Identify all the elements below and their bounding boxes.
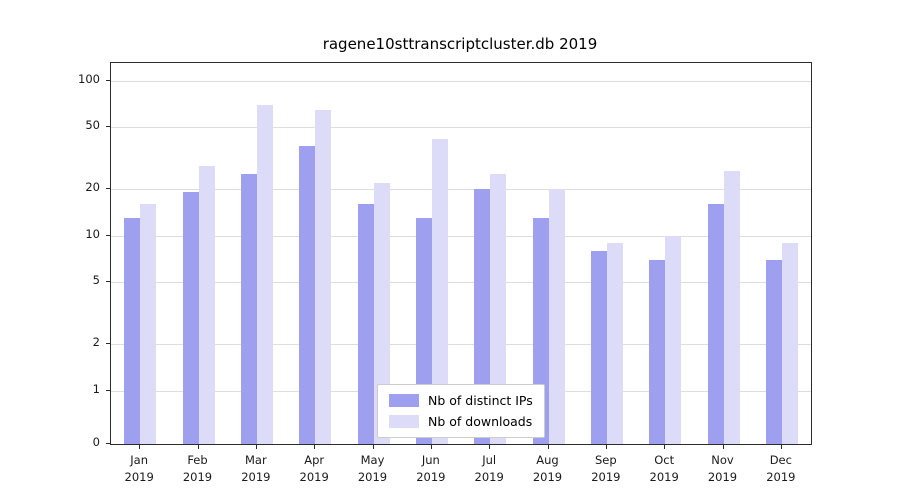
- bar-distinct-ips: [474, 189, 491, 444]
- x-tick-label: Jun 2019: [416, 453, 446, 485]
- y-tick-mark: [106, 281, 110, 283]
- x-tick-label: May 2019: [357, 453, 388, 485]
- y-tick-mark: [106, 343, 110, 344]
- y-tick-label: 1: [92, 381, 100, 396]
- bar-downloads: [256, 104, 273, 444]
- x-tick-mark: [664, 445, 666, 449]
- x-tick-mark: [255, 445, 257, 449]
- y-tick-mark: [106, 79, 110, 81]
- x-tick-mark: [197, 445, 199, 449]
- x-tick-label: Jul 2019: [474, 453, 504, 485]
- bar-distinct-ips: [124, 218, 141, 444]
- y-tick-mark: [106, 443, 110, 444]
- y-tick-mark: [106, 126, 110, 128]
- bar-distinct-ips: [765, 259, 782, 444]
- bar-downloads: [140, 204, 157, 444]
- y-tick-label: 5: [92, 273, 100, 288]
- x-tick-label: Dec 2019: [766, 453, 796, 485]
- bar-downloads: [431, 139, 448, 444]
- y-tick-label: 0: [92, 435, 100, 449]
- y-tick-label: 2: [92, 335, 100, 349]
- y-tick-label: 50: [85, 118, 100, 133]
- bar-downloads: [781, 242, 798, 444]
- y-tick-mark: [106, 188, 110, 189]
- y-gridline: [111, 344, 811, 345]
- x-tick-mark: [605, 445, 607, 449]
- bar-distinct-ips: [707, 204, 724, 444]
- y-tick-label: 100: [78, 71, 100, 86]
- y-gridline: [111, 189, 811, 190]
- bar-distinct-ips: [182, 192, 199, 444]
- bar-distinct-ips: [299, 145, 316, 444]
- bar-downloads: [548, 189, 565, 444]
- x-tick-label: Sep 2019: [591, 453, 621, 485]
- y-tick-label: 10: [85, 226, 100, 241]
- x-tick-label: Mar 2019: [241, 453, 271, 485]
- y-gridline: [111, 127, 811, 129]
- bar-downloads: [723, 171, 740, 444]
- x-tick-label: Oct 2019: [649, 453, 679, 485]
- bar-downloads: [490, 173, 507, 444]
- bar-downloads: [198, 166, 215, 444]
- x-tick-label: Nov 2019: [707, 453, 738, 485]
- bar-downloads: [373, 182, 390, 444]
- legend-item-downloads: Nb of downloads: [389, 414, 533, 429]
- x-tick-mark: [372, 445, 374, 449]
- x-tick-label: Aug 2019: [532, 453, 563, 485]
- bar-downloads: [315, 109, 332, 444]
- x-tick-mark: [547, 445, 549, 449]
- bar-distinct-ips: [240, 173, 257, 444]
- x-tick-mark: [314, 445, 316, 449]
- legend-label-distinct-ips: Nb of distinct IPs: [428, 393, 533, 408]
- legend: Nb of distinct IPs Nb of downloads: [377, 384, 545, 438]
- y-gridline: [111, 282, 811, 284]
- legend-swatch-distinct-ips: [389, 394, 419, 407]
- y-gridline: [111, 235, 811, 237]
- bar-distinct-ips: [590, 250, 607, 444]
- bar-downloads: [606, 242, 623, 444]
- bar-downloads: [665, 235, 682, 444]
- plot-area: Nb of distinct IPs Nb of downloads: [110, 62, 812, 445]
- bar-distinct-ips: [357, 204, 374, 444]
- x-tick-label: Jan 2019: [124, 453, 154, 485]
- y-tick-label: 20: [85, 180, 100, 194]
- x-tick-mark: [722, 445, 724, 449]
- x-tick-mark: [139, 445, 141, 449]
- chart-title: ragene10sttranscriptcluster.db 2019: [322, 35, 598, 53]
- y-tick-mark: [106, 234, 110, 236]
- x-tick-mark: [780, 445, 782, 449]
- bar-distinct-ips: [649, 259, 666, 444]
- legend-swatch-downloads: [389, 415, 419, 428]
- x-tick-mark: [430, 445, 432, 449]
- legend-label-downloads: Nb of downloads: [428, 414, 533, 429]
- x-tick-label: Feb 2019: [182, 453, 213, 485]
- y-tick-mark: [106, 389, 110, 391]
- x-tick-label: Apr 2019: [299, 453, 329, 485]
- x-tick-mark: [489, 445, 491, 449]
- y-gridline: [111, 80, 811, 82]
- legend-item-distinct-ips: Nb of distinct IPs: [389, 393, 533, 408]
